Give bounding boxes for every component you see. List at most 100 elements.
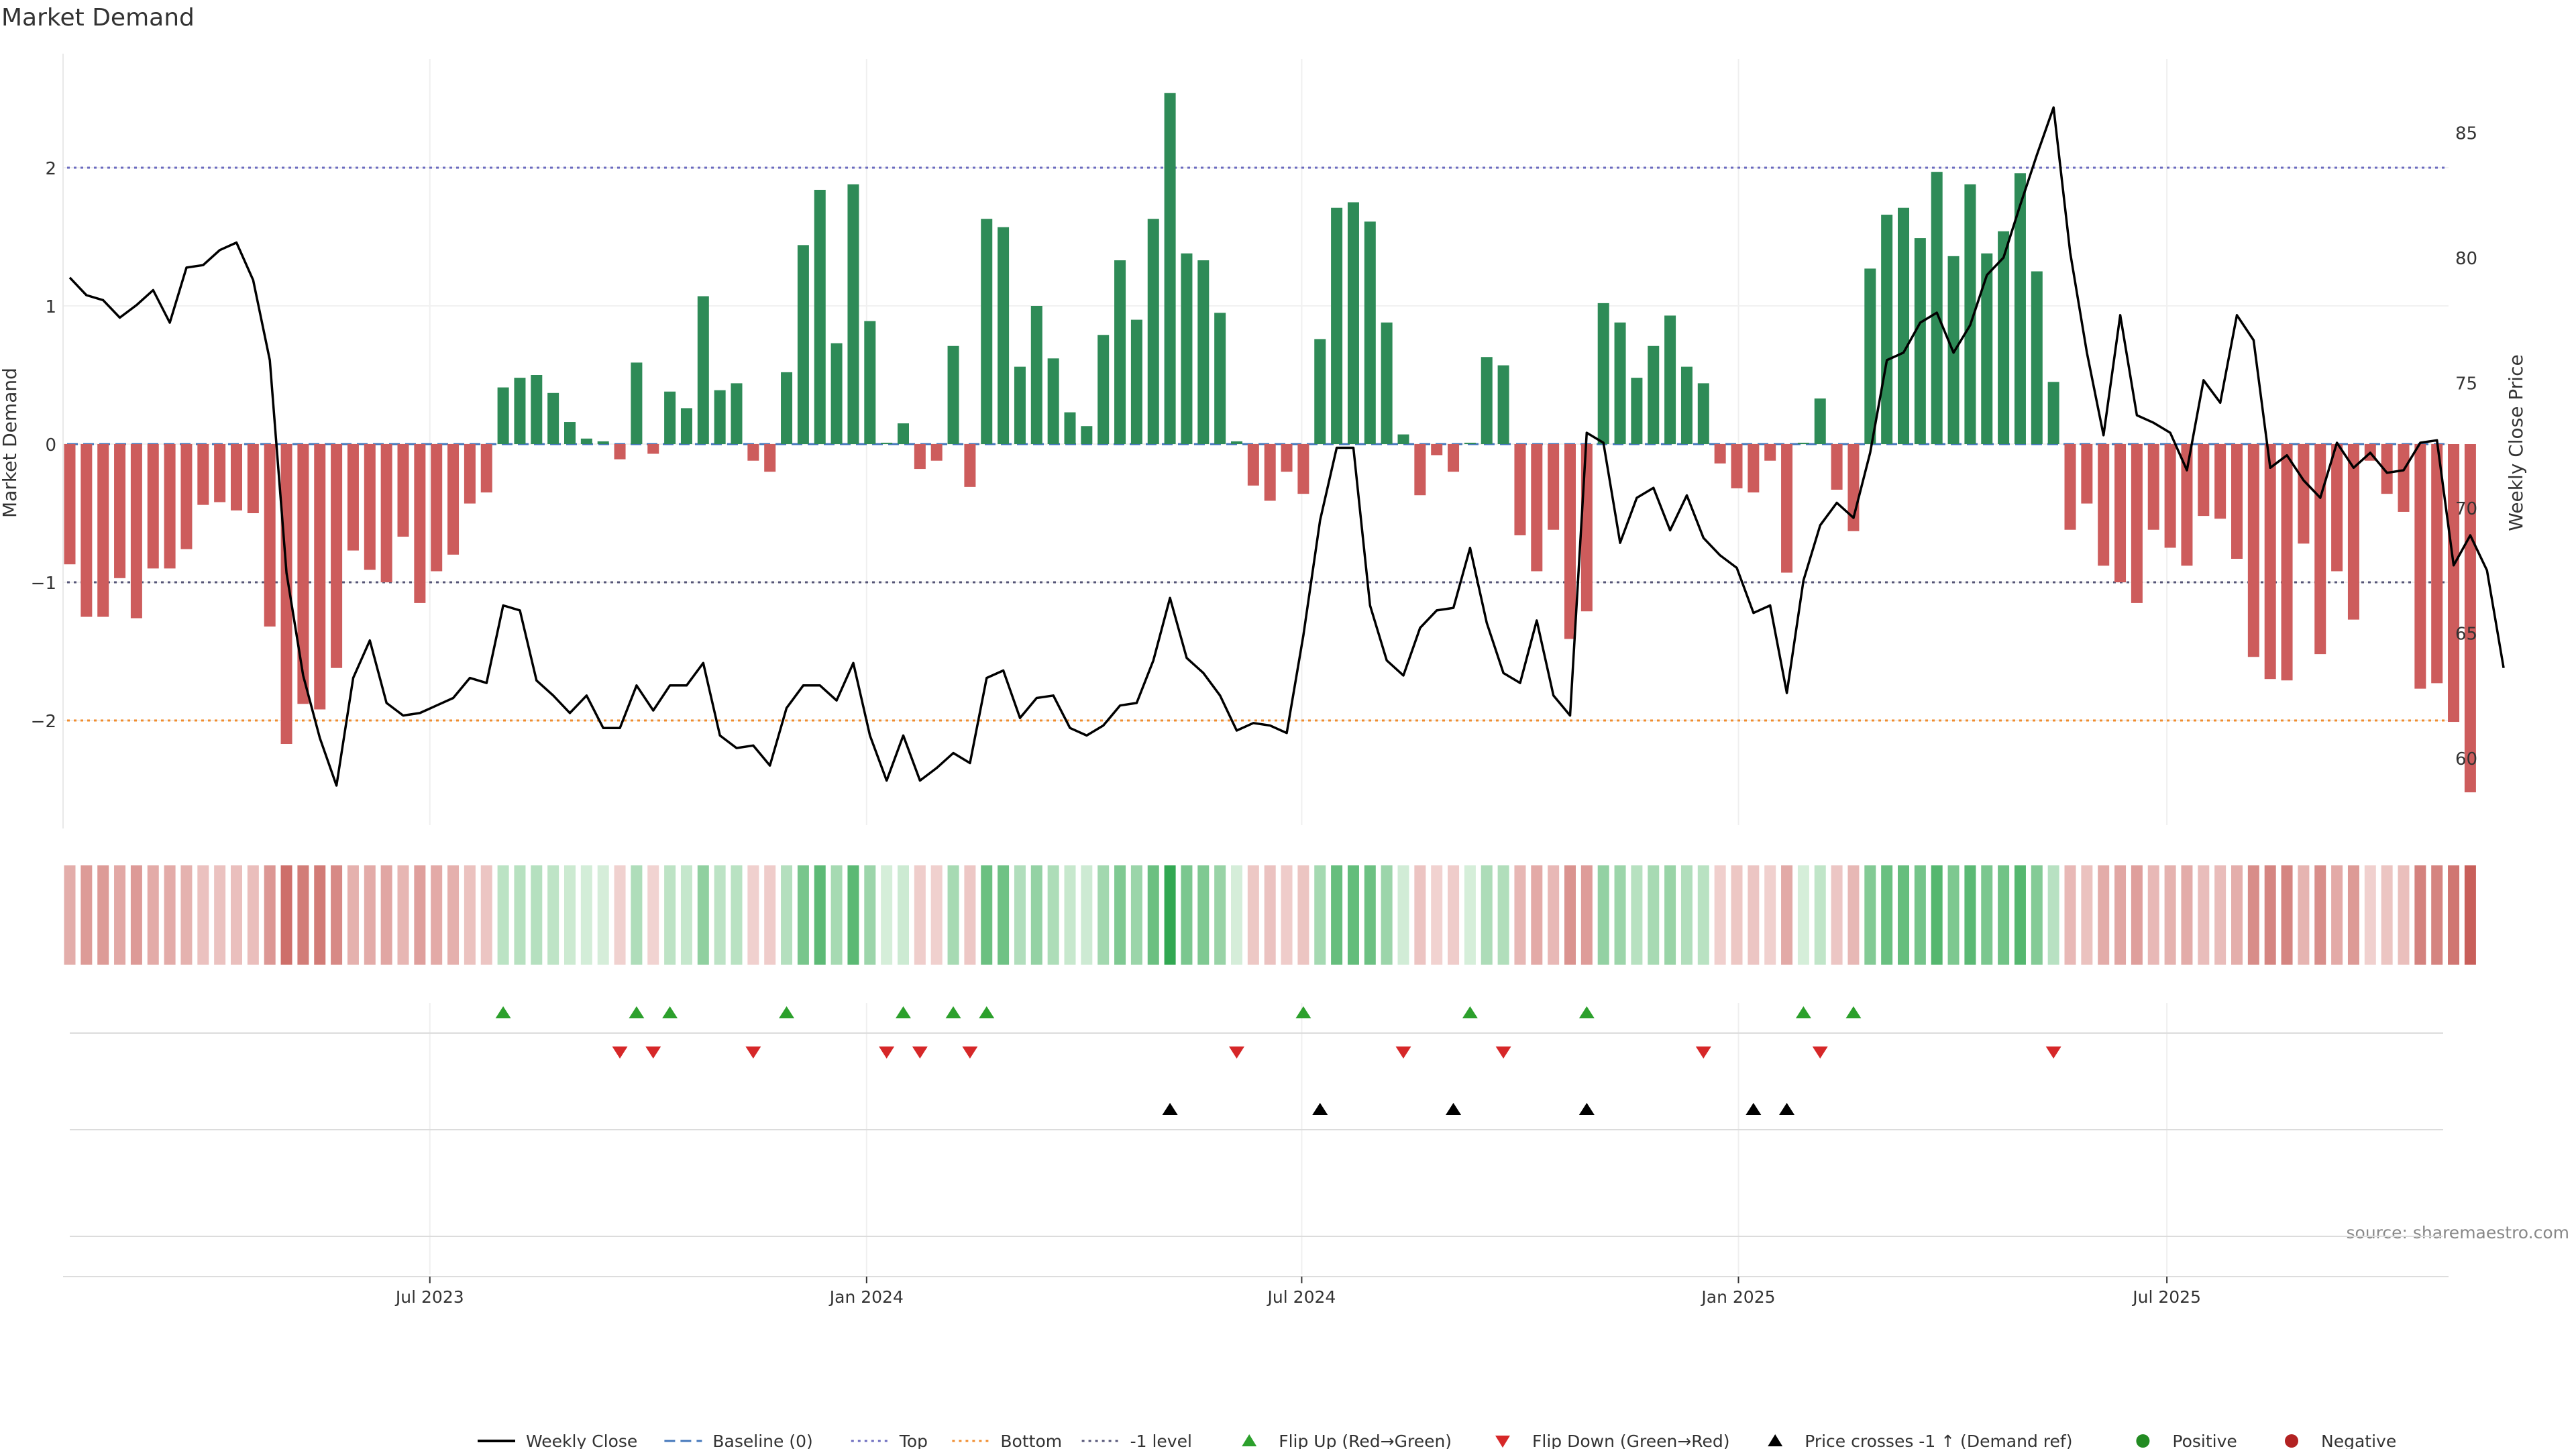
demand-bar (680, 408, 692, 444)
heat-cell (2064, 865, 2076, 965)
demand-bar (2464, 444, 2476, 793)
heat-cell (2114, 865, 2127, 965)
y2-tick-label: 60 (2455, 749, 2477, 769)
flip-up-marker (629, 1006, 645, 1018)
heat-cell (480, 865, 492, 965)
heat-cell (697, 865, 709, 965)
heat-cell (881, 865, 893, 965)
demand-bar (2147, 444, 2159, 530)
flip-down-marker (1229, 1046, 1244, 1059)
legend-circle-swatch (2285, 1434, 2298, 1448)
y2-axis-label: Weekly Close Price (2505, 354, 2527, 531)
demand-bar (2098, 444, 2110, 566)
heat-cell (97, 865, 109, 965)
flip-down-marker (645, 1046, 661, 1059)
demand-bar (731, 383, 743, 444)
demand-bar (314, 444, 326, 710)
legend-triangle-up-swatch (1768, 1434, 1783, 1446)
heat-cell (114, 865, 126, 965)
flip-down-marker (1495, 1046, 1511, 1059)
heat-cell (1130, 865, 1142, 965)
demand-bar (180, 444, 193, 549)
demand-bar (881, 442, 893, 444)
legend-label: Negative (2321, 1432, 2396, 1449)
heat-cell (1781, 865, 1793, 965)
heat-cell (1981, 865, 1993, 965)
heat-cell (1680, 865, 1693, 965)
price-cross-marker (1312, 1103, 1328, 1115)
demand-bar (1548, 444, 1560, 530)
demand-bar (1281, 444, 1293, 472)
demand-bar (1030, 306, 1042, 444)
legend-label: Positive (2172, 1432, 2237, 1449)
flip-down-marker (1395, 1046, 1411, 1059)
demand-bar (647, 444, 659, 454)
demand-bar (197, 444, 209, 505)
demand-bar (1314, 339, 1326, 444)
flip-down-marker (745, 1046, 761, 1059)
demand-bar (1664, 315, 1676, 444)
demand-bar (2414, 444, 2426, 689)
heat-cell (1548, 865, 1560, 965)
demand-bar (2281, 444, 2293, 681)
heat-cell (747, 865, 759, 965)
demand-bar (714, 390, 726, 444)
heat-cell (231, 865, 242, 965)
heat-cell (314, 865, 326, 965)
y2-tick-label: 75 (2455, 374, 2477, 394)
event-rows (70, 1006, 2443, 1237)
legend-circle-swatch (2136, 1434, 2150, 1448)
heat-cell (998, 865, 1010, 965)
demand-bar (747, 444, 759, 461)
demand-bar (464, 444, 476, 504)
flip-down-marker (962, 1046, 978, 1059)
demand-bar (1831, 444, 1843, 490)
demand-bar (147, 444, 159, 569)
flip-up-marker (495, 1006, 511, 1018)
heat-cell (797, 865, 809, 965)
legend-entry: Flip Up (Red→Green) (1242, 1432, 1452, 1449)
demand-bar (964, 444, 976, 487)
heat-cell (1114, 865, 1126, 965)
flip-up-marker (1795, 1006, 1811, 1018)
demand-bar (2331, 444, 2343, 572)
heat-cell (1181, 865, 1193, 965)
flip-up-marker (779, 1006, 795, 1018)
demand-bar (247, 444, 259, 513)
flip-up-marker (896, 1006, 911, 1018)
heat-cell (1814, 865, 1826, 965)
y2-tick-label: 80 (2455, 249, 2477, 269)
heat-cell (914, 865, 926, 965)
heat-cell (2448, 865, 2460, 965)
heat-cell (214, 865, 226, 965)
legend-label: Weekly Close (526, 1432, 637, 1449)
heat-cell (397, 865, 409, 965)
demand-bar (580, 438, 592, 444)
heat-cell (1431, 865, 1443, 965)
demand-bar (1964, 184, 1976, 444)
legend-entry: Positive (2136, 1432, 2237, 1449)
heat-cell (1097, 865, 1110, 965)
heat-cell (814, 865, 826, 965)
demand-bar (1680, 366, 1693, 444)
demand-bar (2014, 173, 2026, 444)
demand-bar (1514, 444, 1526, 535)
demand-bar (1898, 207, 1909, 444)
demand-bar (1931, 172, 1943, 444)
heat-cell (1898, 865, 1909, 965)
heat-cell (1947, 865, 1960, 965)
demand-bar (1347, 202, 1359, 444)
heat-cell (2414, 865, 2426, 965)
demand-bar (1864, 268, 1876, 444)
y-tick-label: 1 (45, 297, 56, 317)
source-note: source: sharemaestro.com (2347, 1223, 2570, 1242)
heat-cell (2164, 865, 2176, 965)
demand-heat-strip (64, 865, 2476, 965)
heat-cell (2014, 865, 2026, 965)
heat-cell (2214, 865, 2226, 965)
heat-cell (647, 865, 659, 965)
heat-cell (297, 865, 309, 965)
demand-bar (1481, 357, 1493, 444)
demand-bar (1047, 358, 1059, 444)
demand-bar (1814, 398, 1826, 444)
